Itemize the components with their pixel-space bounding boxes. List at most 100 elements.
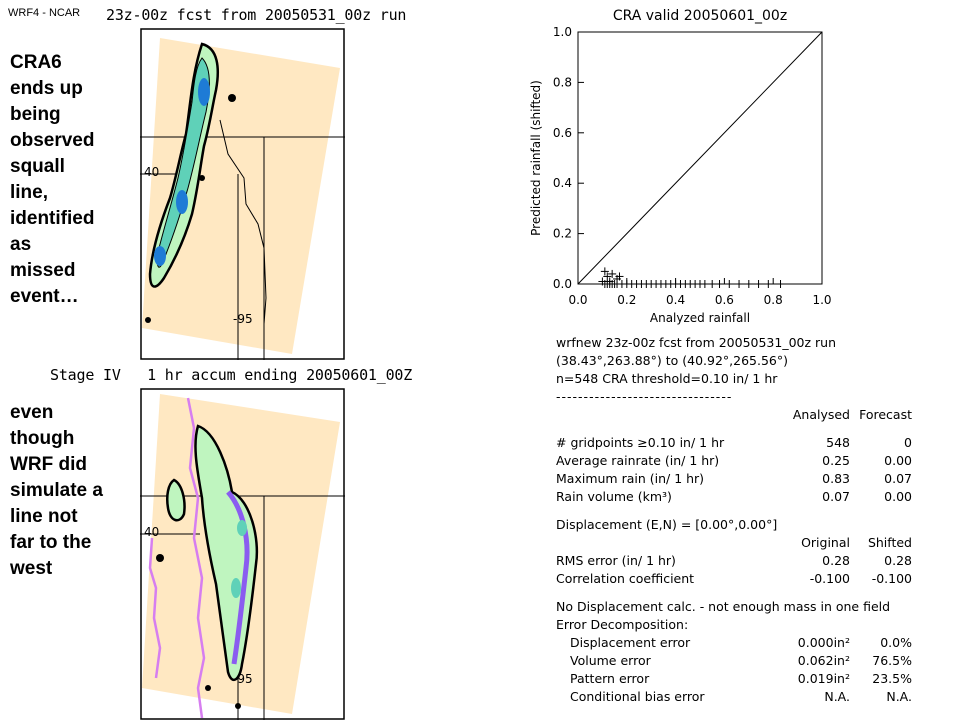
y-tick-label: 0.2	[553, 227, 572, 241]
observed-map: 40 -95	[140, 388, 345, 720]
data-point	[764, 280, 773, 288]
stats-value-a: 0.062in²	[797, 653, 850, 668]
scatter-chart: CRA valid 20050601_00z 0.0 0.2 0.4 0.6 0.8 1.0…	[520, 0, 850, 332]
col-original: Original	[801, 535, 850, 550]
stats-value-b: 0.00	[884, 453, 912, 468]
stats-block: wrfnew 23z-00z fcst from 20050531_00z ru…	[556, 334, 936, 706]
data-point	[608, 269, 617, 278]
stats-row: Pattern error 0.019in² 23.5%	[556, 670, 936, 688]
stats-header-1: wrfnew 23z-00z fcst from 20050531_00z ru…	[556, 335, 837, 350]
annotation-line: CRA6	[10, 52, 62, 73]
stats-col-header-1: Analysed Forecast	[556, 406, 936, 424]
top-lon-label: -95	[233, 312, 253, 326]
bottom-map-title: Stage IV 1 hr accum ending 20050601_00Z	[50, 366, 413, 384]
stats-value-a: 0.019in²	[797, 671, 850, 686]
stats-value-b: N.A.	[886, 689, 912, 704]
stats-value-a: N.A.	[824, 689, 850, 704]
top-map-title: 23z-00z fcst from 20050531_00z run	[106, 6, 407, 24]
stats-row: Correlation coefficient -0.100 -0.100	[556, 570, 936, 588]
x-tick-label: 0.8	[764, 293, 783, 307]
y-tick-label: 0.4	[553, 176, 572, 190]
annotation-line: missed	[10, 260, 76, 281]
data-point	[754, 280, 763, 288]
x-tick-label: 1.0	[812, 293, 831, 307]
stats-value-a: 0.000in²	[797, 635, 850, 650]
stats-row: # gridpoints ≥0.10 in/ 1 hr 548 0	[556, 434, 936, 452]
observed-rain-band	[156, 424, 259, 709]
stats-row: Displacement error 0.000in² 0.0%	[556, 634, 936, 652]
stats-value-b: 23.5%	[872, 671, 912, 686]
annotation-line: far to the	[10, 532, 92, 553]
x-tick-label: 0.2	[617, 293, 636, 307]
stats-value-b: -0.100	[871, 571, 912, 586]
stats-value-b: 76.5%	[872, 653, 912, 668]
annotation-line: ends up	[10, 78, 83, 99]
stats-value-a: -0.100	[809, 571, 850, 586]
annotation-line: simulate a	[10, 480, 103, 501]
stats-label: Pattern error	[570, 671, 650, 686]
stats-label: RMS error (in/ 1 hr)	[556, 553, 676, 568]
y-tick-label: 0.8	[553, 75, 572, 89]
stats-value-b: 0.00	[884, 489, 912, 504]
stats-row: Volume error 0.062in² 76.5%	[556, 652, 936, 670]
observed-outline-magenta	[186, 397, 206, 719]
y-tick-label: 0.6	[553, 126, 572, 140]
annotation-line: line,	[10, 182, 49, 203]
x-tick-label: 0.4	[666, 293, 685, 307]
col-forecast: Forecast	[859, 407, 912, 422]
one-to-one-line	[577, 31, 823, 285]
displacement-line: Displacement (E,N) = [0.00°,0.00°]	[556, 517, 778, 532]
y-tick-label: 0.0	[553, 277, 572, 291]
no-displacement-note: No Displacement calc. - not enough mass …	[556, 599, 891, 614]
data-point	[615, 272, 624, 281]
col-shifted: Shifted	[867, 535, 912, 550]
stats-separator: --------------------------------	[556, 389, 733, 404]
stats-value-a: 0.25	[822, 453, 850, 468]
annotation-line: even	[10, 402, 54, 423]
annotation-line: WRF did	[10, 454, 88, 475]
stats-label: Average rainrate (in/ 1 hr)	[556, 453, 720, 468]
stats-table-3: Displacement error 0.000in² 0.0% Volume err…	[556, 634, 936, 706]
stats-value-b: 0.07	[884, 471, 912, 486]
data-point	[600, 267, 609, 276]
forecast-map: 40 -95	[140, 28, 345, 360]
annotation-line: identified	[10, 208, 95, 229]
annotation-line: observed	[10, 130, 95, 151]
data-point	[735, 280, 744, 288]
stats-row: Conditional bias error N.A. N.A.	[556, 688, 936, 706]
annotation-line: being	[10, 104, 61, 125]
stats-label: # gridpoints ≥0.10 in/ 1 hr	[556, 435, 725, 450]
annotation-bottom: even though WRF did simulate a line not far t…	[10, 400, 130, 582]
annotation-line: squall	[10, 156, 65, 177]
chart-title: CRA valid 20050601_00z	[613, 8, 787, 24]
data-point	[725, 280, 734, 288]
annotation-line: though	[10, 428, 75, 449]
stats-value-b: 0	[904, 435, 912, 450]
stats-col-header-2: Original Shifted	[556, 534, 936, 552]
bottom-lon-label: -95	[233, 672, 253, 686]
data-point	[603, 272, 612, 281]
stats-row: Rain volume (km³) 0.07 0.00	[556, 488, 936, 506]
stats-value-a: 0.07	[822, 489, 850, 504]
stats-label: Volume error	[570, 653, 651, 668]
stats-label: Rain volume (km³)	[556, 489, 672, 504]
stats-value-b: 0.0%	[880, 635, 912, 650]
stats-value-a: 0.28	[822, 553, 850, 568]
stats-table-1: # gridpoints ≥0.10 in/ 1 hr 548 0 Average r…	[556, 434, 936, 506]
data-point	[715, 280, 724, 288]
data-point	[700, 280, 709, 288]
stats-row: Maximum rain (in/ 1 hr) 0.83 0.07	[556, 470, 936, 488]
forecast-rain-band	[145, 42, 236, 323]
annotation-line: event…	[10, 286, 79, 307]
state-border	[219, 119, 267, 325]
x-tick-label: 0.0	[568, 293, 587, 307]
stats-value-a: 0.83	[822, 471, 850, 486]
stats-value-b: 0.28	[884, 553, 912, 568]
credit-label: WRF4 - NCAR	[8, 7, 81, 19]
y-tick-label: 1.0	[553, 25, 572, 39]
stats-label: Correlation coefficient	[556, 571, 695, 586]
stats-label: Displacement error	[570, 635, 691, 650]
bottom-lat-label: 40	[144, 525, 159, 539]
top-lat-label: 40	[144, 165, 159, 179]
stats-header-2: (38.43°,263.88°) to (40.92°,265.56°)	[556, 353, 788, 368]
